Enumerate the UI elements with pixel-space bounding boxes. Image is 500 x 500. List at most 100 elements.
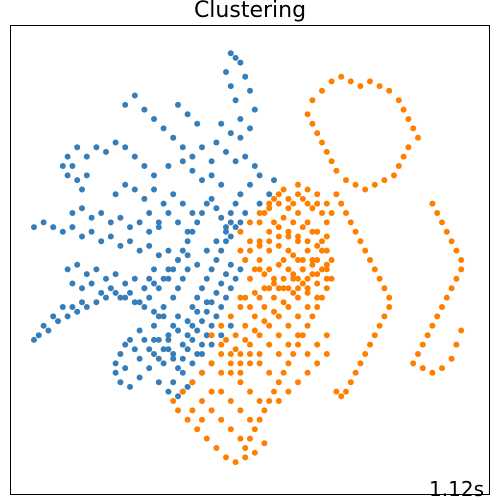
point-s0-25 bbox=[170, 134, 177, 141]
point-s1-28 bbox=[304, 111, 311, 118]
point-s1-167 bbox=[203, 435, 210, 442]
point-s0-221 bbox=[151, 336, 157, 343]
point-s1-139 bbox=[328, 275, 335, 282]
point-s1-125 bbox=[280, 275, 287, 282]
point-s0-156 bbox=[141, 285, 148, 292]
point-s1-263 bbox=[218, 341, 225, 348]
point-s1-86 bbox=[314, 228, 321, 235]
point-s0-106 bbox=[112, 271, 119, 278]
point-s0-93 bbox=[165, 247, 172, 254]
point-s1-204 bbox=[247, 351, 253, 357]
point-s0-100 bbox=[227, 219, 234, 226]
point-s1-272 bbox=[295, 285, 301, 292]
point-s1-192 bbox=[295, 332, 301, 339]
point-s1-136 bbox=[304, 285, 311, 292]
point-s0-189 bbox=[203, 332, 210, 339]
point-s0-41 bbox=[141, 163, 148, 169]
chart-title: Clustering bbox=[194, 0, 306, 23]
point-s0-133 bbox=[31, 336, 37, 343]
point-s0-101 bbox=[64, 266, 71, 273]
point-s1-18 bbox=[371, 181, 378, 188]
point-s0-39 bbox=[122, 144, 129, 151]
point-s1-207 bbox=[261, 210, 268, 216]
point-s0-29 bbox=[208, 158, 215, 165]
point-s0-95 bbox=[184, 252, 191, 259]
point-s1-85 bbox=[304, 219, 311, 226]
point-s1-74 bbox=[439, 365, 445, 372]
point-s1-146 bbox=[295, 341, 301, 348]
point-s0-170 bbox=[208, 266, 215, 273]
point-s1-70 bbox=[415, 351, 421, 357]
point-s1-92 bbox=[280, 285, 287, 292]
point-s0-28 bbox=[199, 144, 205, 151]
point-s0-137 bbox=[59, 304, 66, 310]
point-s1-284 bbox=[227, 360, 234, 367]
point-s1-119 bbox=[266, 247, 273, 254]
point-s1-108 bbox=[290, 289, 297, 296]
point-s0-213 bbox=[165, 346, 172, 353]
point-s0-85 bbox=[88, 228, 95, 235]
point-s1-208 bbox=[266, 200, 273, 207]
point-s0-21 bbox=[131, 92, 138, 99]
point-s1-282 bbox=[247, 360, 253, 367]
point-s1-168 bbox=[213, 445, 220, 451]
point-s1-209 bbox=[271, 195, 277, 202]
point-s0-181 bbox=[165, 332, 172, 339]
point-s0-74 bbox=[117, 214, 124, 221]
point-s1-199 bbox=[295, 379, 301, 386]
point-s1-266 bbox=[237, 304, 244, 310]
point-s1-173 bbox=[261, 440, 268, 447]
point-s0-79 bbox=[31, 224, 37, 231]
point-s1-237 bbox=[275, 233, 282, 240]
point-s0-30 bbox=[184, 111, 191, 118]
point-s0-229 bbox=[189, 336, 196, 343]
point-s0-139 bbox=[79, 299, 85, 306]
point-s1-75 bbox=[448, 355, 455, 362]
point-s0-204 bbox=[208, 341, 215, 348]
point-s1-1 bbox=[328, 78, 335, 85]
point-s0-194 bbox=[227, 285, 234, 292]
point-s1-285 bbox=[218, 369, 225, 376]
point-s1-227 bbox=[280, 214, 287, 221]
point-s1-275 bbox=[323, 261, 330, 268]
point-s0-26 bbox=[179, 144, 186, 151]
point-s1-181 bbox=[247, 416, 253, 423]
point-s1-253 bbox=[314, 280, 321, 287]
point-s1-39 bbox=[376, 275, 383, 282]
point-s0-54 bbox=[83, 172, 90, 179]
point-s0-188 bbox=[199, 341, 205, 348]
point-s1-8 bbox=[395, 97, 402, 104]
point-s1-122 bbox=[295, 257, 301, 263]
point-s1-32 bbox=[343, 210, 349, 216]
point-s0-225 bbox=[170, 355, 177, 362]
point-s0-31 bbox=[194, 120, 201, 127]
point-s1-58 bbox=[448, 238, 455, 245]
point-s1-185 bbox=[237, 435, 244, 442]
point-s1-235 bbox=[295, 233, 301, 240]
point-s0-179 bbox=[155, 313, 162, 320]
point-s0-173 bbox=[223, 238, 229, 245]
point-s1-236 bbox=[285, 233, 292, 240]
point-s1-183 bbox=[218, 416, 225, 423]
point-s1-127 bbox=[261, 285, 268, 292]
point-s1-132 bbox=[266, 266, 273, 273]
point-s0-91 bbox=[146, 242, 153, 249]
point-s0-18 bbox=[251, 163, 258, 169]
point-s1-175 bbox=[237, 379, 244, 386]
point-s0-52 bbox=[74, 177, 81, 184]
point-s0-66 bbox=[165, 210, 172, 216]
point-s0-166 bbox=[189, 304, 196, 310]
point-s1-23 bbox=[328, 158, 335, 165]
point-s0-147 bbox=[112, 369, 119, 376]
point-s0-187 bbox=[194, 351, 201, 357]
point-s0-199 bbox=[160, 360, 167, 367]
point-s1-281 bbox=[256, 351, 263, 357]
point-s1-60 bbox=[458, 257, 465, 263]
point-s1-9 bbox=[400, 106, 407, 113]
point-s1-230 bbox=[309, 228, 316, 235]
point-s0-1 bbox=[232, 54, 239, 61]
point-s0-129 bbox=[131, 299, 138, 306]
point-s0-226 bbox=[175, 365, 181, 372]
point-s1-189 bbox=[199, 416, 205, 423]
point-s0-235 bbox=[218, 280, 225, 287]
